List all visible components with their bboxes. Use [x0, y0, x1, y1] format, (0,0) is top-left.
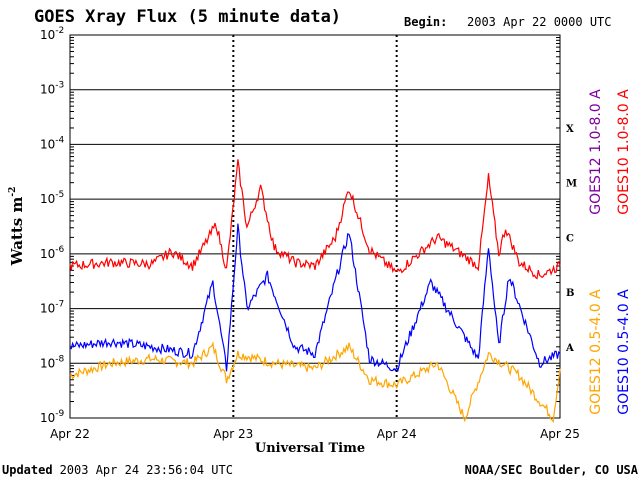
y-tick-label: 10-7 [40, 300, 64, 316]
y-tick-label: 10-5 [40, 190, 64, 206]
y-tick-exponent: -5 [55, 190, 64, 200]
y-tick-exponent: -7 [55, 300, 64, 310]
legend-label: GOES10 1.0-8.0 A [616, 89, 632, 215]
updated-line: Updated 2003 Apr 24 23:56:04 UTC [2, 463, 233, 477]
series-line [69, 223, 561, 372]
y-tick-exponent: -4 [55, 135, 64, 145]
y-axis-label-group: Watts m-2 [8, 187, 26, 267]
legend-item: GOES12 0.5-4.0 A [588, 289, 604, 415]
y-tick-label: 10-9 [40, 409, 65, 425]
series-lines [69, 159, 561, 423]
legend-label: GOES12 0.5-4.0 A [588, 289, 604, 415]
flare-class-label: B [566, 288, 574, 299]
y-tick-exponent: -6 [55, 245, 64, 255]
y-axis-label: Watts m [8, 197, 26, 267]
begin-label: Begin: [404, 15, 447, 29]
x-tick-label: Apr 22 [50, 427, 90, 441]
svg-text:Watts m-2: Watts m-2 [8, 187, 26, 267]
y-tick-label: 10-8 [40, 354, 65, 370]
credit-label: NOAA/SEC Boulder, CO USA [465, 463, 639, 477]
flare-class-label: X [566, 124, 574, 135]
x-tick-label: Apr 24 [377, 427, 417, 441]
y-axis-label-exponent: -2 [8, 187, 18, 197]
y-tick-base: 10 [40, 302, 55, 316]
legend-label: GOES10 0.5-4.0 A [616, 289, 632, 415]
y-tick-label: 10-4 [40, 135, 65, 151]
x-tick-label: Apr 23 [213, 427, 253, 441]
series-line [69, 159, 561, 280]
flare-class-labels: X M C B A [565, 124, 577, 354]
y-tick-label: 10-3 [40, 81, 64, 97]
chart-title: GOES Xray Flux (5 minute data) [34, 7, 341, 27]
y-tick-base: 10 [40, 247, 55, 261]
y-tick-exponent: -9 [55, 409, 64, 419]
flare-class-label: C [566, 233, 574, 244]
y-tick-base: 10 [40, 356, 55, 370]
y-tick-labels: 10-210-310-410-510-610-710-810-9 [40, 26, 65, 425]
grid-lines [70, 37, 560, 403]
x-tick-label: Apr 25 [540, 427, 580, 441]
begin-value: 2003 Apr 22 0000 UTC [467, 15, 612, 29]
legend-item: GOES12 1.0-8.0 A [588, 89, 604, 215]
legend-label: GOES12 1.0-8.0 A [588, 89, 604, 215]
flare-class-label: A [565, 343, 574, 354]
updated-label: Updated [2, 463, 53, 477]
y-tick-base: 10 [40, 28, 55, 42]
x-axis-label: Universal Time [255, 441, 365, 456]
y-tick-base: 10 [40, 137, 55, 151]
y-tick-label: 10-6 [40, 245, 65, 261]
x-tick-labels: Apr 22 Apr 23 Apr 24 Apr 25 [50, 427, 580, 441]
series-line [69, 340, 561, 423]
y-tick-exponent: -3 [55, 81, 64, 91]
legend-item: GOES10 1.0-8.0 A [616, 89, 632, 215]
legend: GOES10 1.0-8.0 A GOES12 1.0-8.0 A GOES10 0… [588, 89, 632, 415]
y-tick-exponent: -2 [55, 26, 64, 36]
flare-class-label: M [566, 179, 577, 190]
plot-frame [69, 34, 561, 419]
y-tick-label: 10-2 [40, 26, 64, 42]
y-tick-base: 10 [40, 83, 55, 97]
day-separators [232, 35, 398, 418]
y-tick-base: 10 [40, 411, 55, 425]
updated-value: 2003 Apr 24 23:56:04 UTC [60, 463, 233, 477]
legend-item: GOES10 0.5-4.0 A [616, 289, 632, 415]
y-tick-base: 10 [40, 192, 55, 206]
y-tick-exponent: -8 [55, 354, 64, 364]
